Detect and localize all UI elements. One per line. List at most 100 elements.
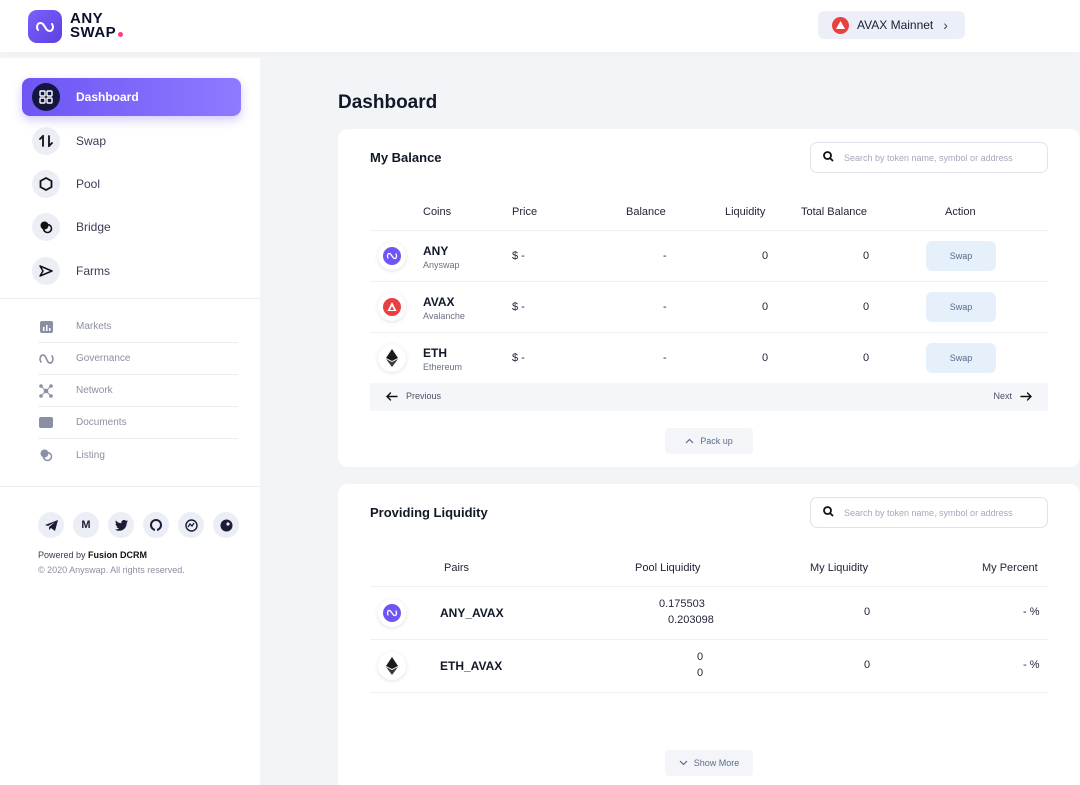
liquidity-title: Providing Liquidity	[370, 505, 488, 520]
balance-cell: -	[663, 250, 667, 262]
pack-up-label: Pack up	[700, 436, 733, 446]
previous-button[interactable]: Previous	[386, 391, 441, 401]
pair-name: ETH_AVAX	[440, 659, 503, 673]
table-divider	[370, 230, 1048, 231]
social-links: M	[38, 512, 239, 538]
coin-name: Avalanche	[423, 311, 465, 321]
pool-liquidity-line2: 0	[697, 667, 704, 679]
price-cell: $ -	[512, 352, 525, 364]
coinmarketcap-icon[interactable]	[178, 512, 204, 538]
price-cell: $ -	[512, 301, 525, 313]
avax-icon	[378, 293, 406, 321]
table-divider	[370, 639, 1048, 640]
anyswap-logo-icon[interactable]	[28, 10, 62, 43]
chevron-right-icon: ›	[943, 17, 948, 33]
coin-symbol: ETH	[423, 346, 447, 360]
show-more-label: Show More	[693, 758, 740, 768]
show-more-button[interactable]: Show More	[665, 750, 753, 776]
liquidity-cell: 0	[762, 250, 769, 262]
sidebar-item-label: Listing	[76, 449, 105, 461]
sidebar-item-documents[interactable]: Documents	[38, 407, 238, 439]
sidebar-item-swap[interactable]: Swap	[22, 122, 241, 160]
balance-search-input[interactable]: Search by token name, symbol or address	[810, 142, 1048, 173]
sidebar: Dashboard Swap Pool Bridge Farms Markets	[0, 58, 260, 785]
balance-cell: -	[663, 352, 667, 364]
sidebar-divider	[0, 486, 260, 487]
ethereum-icon	[378, 652, 406, 680]
search-placeholder: Search by token name, symbol or address	[844, 152, 1013, 163]
column-header-coins: Coins	[423, 206, 452, 218]
coin-symbol: ANY	[423, 244, 449, 258]
coingecko-icon[interactable]	[213, 512, 239, 538]
documents-icon	[38, 417, 54, 428]
next-button[interactable]: Next	[993, 391, 1032, 401]
sidebar-item-farms[interactable]: Farms	[22, 252, 241, 290]
sidebar-item-network[interactable]: Network	[38, 375, 238, 407]
column-header-total-balance: Total Balance	[801, 206, 868, 218]
liquidity-cell: 0	[762, 301, 769, 313]
search-icon	[823, 506, 834, 519]
page-title: Dashboard	[338, 92, 438, 113]
powered-by: Powered by Fusion DCRM	[38, 550, 147, 560]
powered-name[interactable]: Fusion DCRM	[88, 550, 148, 560]
sidebar-item-label: Swap	[76, 134, 107, 148]
column-header-pairs: Pairs	[444, 562, 470, 574]
sidebar-item-pool[interactable]: Pool	[22, 165, 241, 203]
sidebar-item-label: Markets	[76, 321, 112, 332]
sidebar-item-markets[interactable]: Markets	[38, 311, 238, 343]
sidebar-item-label: Governance	[76, 353, 131, 364]
github-icon[interactable]	[143, 512, 169, 538]
arrow-left-icon	[386, 391, 398, 401]
markets-icon	[38, 320, 54, 333]
listing-icon	[38, 448, 54, 462]
medium-icon[interactable]: M	[73, 512, 99, 538]
grid-icon	[32, 83, 60, 111]
telegram-icon[interactable]	[38, 512, 64, 538]
total-balance-cell: 0	[863, 250, 870, 262]
my-balance-card: My Balance Search by token name, symbol …	[338, 129, 1080, 467]
pack-up-button[interactable]: Pack up	[665, 428, 753, 454]
column-header-my-percent: My Percent	[982, 562, 1038, 574]
liquidity-search-input[interactable]: Search by token name, symbol or address	[810, 497, 1048, 528]
column-header-liquidity: Liquidity	[725, 206, 766, 218]
sidebar-item-governance[interactable]: Governance	[38, 343, 238, 375]
pool-liquidity-line2: 0.203098	[668, 614, 714, 626]
sidebar-divider	[0, 298, 260, 299]
swap-icon	[32, 127, 60, 155]
next-label: Next	[993, 391, 1012, 401]
arrow-right-icon	[1020, 391, 1032, 401]
liquidity-cell: 0	[762, 352, 769, 364]
providing-liquidity-card: Providing Liquidity Search by token name…	[338, 484, 1080, 785]
table-divider	[370, 692, 1048, 693]
table-divider	[370, 586, 1048, 587]
copyright: © 2020 Anyswap. All rights reserved.	[38, 565, 185, 575]
twitter-icon[interactable]	[108, 512, 134, 538]
sidebar-item-dashboard[interactable]: Dashboard	[22, 78, 241, 116]
pair-name: ANY_AVAX	[440, 606, 504, 620]
column-header-price: Price	[512, 206, 538, 218]
sidebar-item-bridge[interactable]: Bridge	[22, 208, 241, 246]
price-cell: $ -	[512, 250, 525, 262]
table-divider	[370, 281, 1048, 282]
network-selector-button[interactable]: AVAX Mainnet ›	[818, 11, 965, 39]
total-balance-cell: 0	[863, 352, 870, 364]
swap-button[interactable]: Swap	[926, 292, 996, 322]
anyswap-icon	[378, 242, 406, 270]
network-icon	[38, 383, 54, 398]
ethereum-icon	[378, 344, 406, 372]
coin-name: Ethereum	[423, 362, 463, 372]
swap-button[interactable]: Swap	[926, 241, 996, 271]
pool-liquidity-line1: 0.175503	[659, 598, 705, 610]
column-header-action: Action	[945, 206, 976, 218]
pagination: Previous Next	[370, 383, 1048, 411]
brand-line2: SWAP	[70, 24, 117, 41]
my-liquidity-cell: 0	[864, 606, 871, 618]
brand-wordmark[interactable]: ANY SWAP	[70, 11, 124, 41]
sidebar-item-label: Network	[76, 385, 113, 396]
my-liquidity-cell: 0	[864, 659, 871, 671]
swap-button[interactable]: Swap	[926, 343, 996, 373]
sidebar-item-label: Bridge	[76, 220, 111, 234]
sidebar-item-listing[interactable]: Listing	[38, 439, 238, 471]
my-percent-cell: - %	[1023, 606, 1040, 618]
top-bar: ANY SWAP AVAX Mainnet ›	[0, 0, 1080, 52]
